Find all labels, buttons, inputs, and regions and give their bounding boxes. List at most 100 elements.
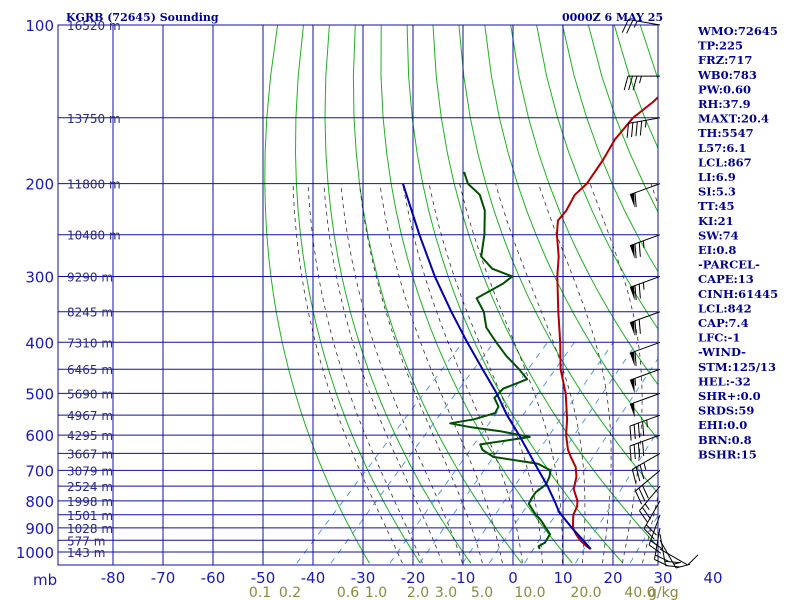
mixing-ratio-tick-label: 5.0 bbox=[471, 585, 493, 600]
stability-index: STM:125/13 bbox=[698, 360, 776, 374]
mixing-ratio-line bbox=[575, 429, 658, 564]
stability-index: TT:45 bbox=[698, 199, 735, 213]
stability-index: TH:5547 bbox=[698, 126, 754, 140]
stability-index: WMO:72645 bbox=[697, 24, 778, 38]
wind-barb bbox=[635, 469, 661, 505]
wind-barb bbox=[629, 275, 661, 301]
moist-adiabat-line bbox=[459, 183, 563, 564]
temperature-profile bbox=[555, 95, 658, 550]
stability-index: -WIND- bbox=[698, 345, 746, 359]
dry-adiabat-line bbox=[264, 25, 370, 564]
temperature-tick-label: -80 bbox=[101, 569, 126, 587]
wind-barb bbox=[623, 75, 660, 91]
wind-barb bbox=[659, 548, 699, 566]
dry-adiabat-line bbox=[324, 25, 472, 564]
temperature-tick-label: -30 bbox=[351, 569, 376, 587]
mixing-ratio-lines bbox=[296, 342, 658, 564]
temperature-tick-label: 0 bbox=[508, 569, 518, 587]
pressure-tick-label: 1000 bbox=[16, 544, 54, 562]
moist-adiabat-line bbox=[379, 183, 503, 564]
mixing-ratio-tick-label: 20.0 bbox=[570, 585, 601, 600]
moist-adiabat-line bbox=[402, 183, 523, 564]
dry-adiabat-line bbox=[406, 25, 624, 564]
moist-adiabat-line bbox=[495, 183, 586, 564]
stability-index: HEL:-32 bbox=[698, 374, 751, 388]
pressure-tick-label: 400 bbox=[25, 334, 54, 352]
mixing-ratio-tick-label: 1.0 bbox=[365, 585, 387, 600]
wind-barb bbox=[639, 485, 661, 523]
sounding-profiles bbox=[401, 95, 658, 550]
stability-index: LCL:867 bbox=[698, 155, 752, 169]
mixing-ratio-line bbox=[524, 357, 658, 564]
height-label: 10480 m bbox=[67, 229, 121, 243]
dry-adiabats bbox=[264, 25, 658, 564]
stability-index: BSHR:15 bbox=[698, 447, 757, 461]
stability-index: LI:6.9 bbox=[698, 170, 736, 184]
stability-index: LCL:842 bbox=[698, 301, 752, 315]
height-label: 4967 m bbox=[67, 409, 113, 423]
wind-barb bbox=[653, 527, 669, 567]
chart-title: KGRB (72645) Sounding bbox=[66, 11, 219, 24]
height-label: 9290 m bbox=[67, 270, 113, 284]
temperature-tick-label: -60 bbox=[201, 569, 226, 587]
stability-index: FRZ:717 bbox=[698, 53, 752, 67]
pressure-tick-label: 800 bbox=[25, 493, 54, 511]
wind-barb bbox=[631, 452, 661, 484]
mixing-ratio-line bbox=[488, 342, 638, 564]
pressure-tick-label: 600 bbox=[25, 427, 54, 445]
wind-barb bbox=[621, 18, 661, 34]
stability-index: BRN:0.8 bbox=[698, 433, 752, 447]
height-label: 3667 m bbox=[67, 447, 113, 461]
dry-adiabat-line bbox=[294, 25, 421, 564]
dry-adiabat-line bbox=[432, 25, 658, 548]
wind-barb bbox=[643, 500, 661, 540]
plot-frame bbox=[57, 24, 659, 566]
mixing-ratio-tick-label: 0.1 bbox=[249, 585, 271, 600]
mixing-ratio-unit-label: g/kg bbox=[648, 585, 679, 600]
stability-index: KI:21 bbox=[698, 214, 734, 228]
moist-adiabat-line bbox=[359, 183, 483, 564]
temperature-tick-label: 20 bbox=[603, 569, 622, 587]
mixing-ratio-line bbox=[629, 514, 658, 564]
height-labels: 16520 m 13750 m 11800 m 10480 m 9290 m 8245 m… bbox=[67, 19, 121, 560]
stability-indices: WMO:72645TP:225FRZ:717WB0:783PW:0.60RH:3… bbox=[697, 24, 778, 461]
moist-adiabat-line bbox=[642, 183, 658, 564]
wind-barb bbox=[626, 117, 661, 138]
mixing-ratio-tick-label: 0.2 bbox=[279, 585, 301, 600]
wind-barb bbox=[629, 234, 661, 259]
temperature-tick-label: -70 bbox=[151, 569, 176, 587]
mixing-ratio-tick-label: 3.0 bbox=[435, 585, 457, 600]
valid-time: 0000Z 6 MAY 25 bbox=[562, 11, 663, 24]
wind-barb bbox=[648, 514, 663, 554]
height-label: 16520 m bbox=[67, 19, 121, 33]
stability-index: CINH:61445 bbox=[698, 287, 778, 301]
height-label: 577 m bbox=[67, 534, 105, 548]
stability-index: EHI:0.0 bbox=[698, 418, 747, 432]
dry-adiabat-line bbox=[380, 25, 573, 564]
height-label: 11800 m bbox=[67, 178, 121, 192]
moist-adiabat-line bbox=[538, 183, 612, 564]
height-label: 8245 m bbox=[67, 306, 113, 320]
mixing-ratio-line bbox=[330, 342, 495, 564]
height-label: 143 m bbox=[67, 546, 105, 560]
pressure-unit-label: mb bbox=[33, 571, 57, 589]
height-label: 6465 m bbox=[67, 363, 113, 377]
height-label: 5690 m bbox=[67, 387, 113, 401]
height-label: 1998 m bbox=[67, 495, 113, 509]
height-label: 13750 m bbox=[67, 112, 121, 126]
stability-index: SRDS:59 bbox=[698, 404, 754, 418]
wind-barb bbox=[629, 414, 661, 441]
temperature-tick-label: -10 bbox=[451, 569, 476, 587]
wind-barb bbox=[629, 434, 661, 461]
mixing-ratio-line bbox=[296, 342, 464, 564]
temperature-tick-label: 30 bbox=[653, 569, 672, 587]
parcel-profile bbox=[401, 183, 592, 550]
mixing-ratio-tick-label: 2.0 bbox=[407, 585, 429, 600]
temperature-tick-label: -50 bbox=[251, 569, 276, 587]
height-label: 3079 m bbox=[67, 464, 113, 478]
stability-index: EI:0.8 bbox=[698, 243, 736, 257]
stability-index: L57:6.1 bbox=[698, 141, 746, 155]
